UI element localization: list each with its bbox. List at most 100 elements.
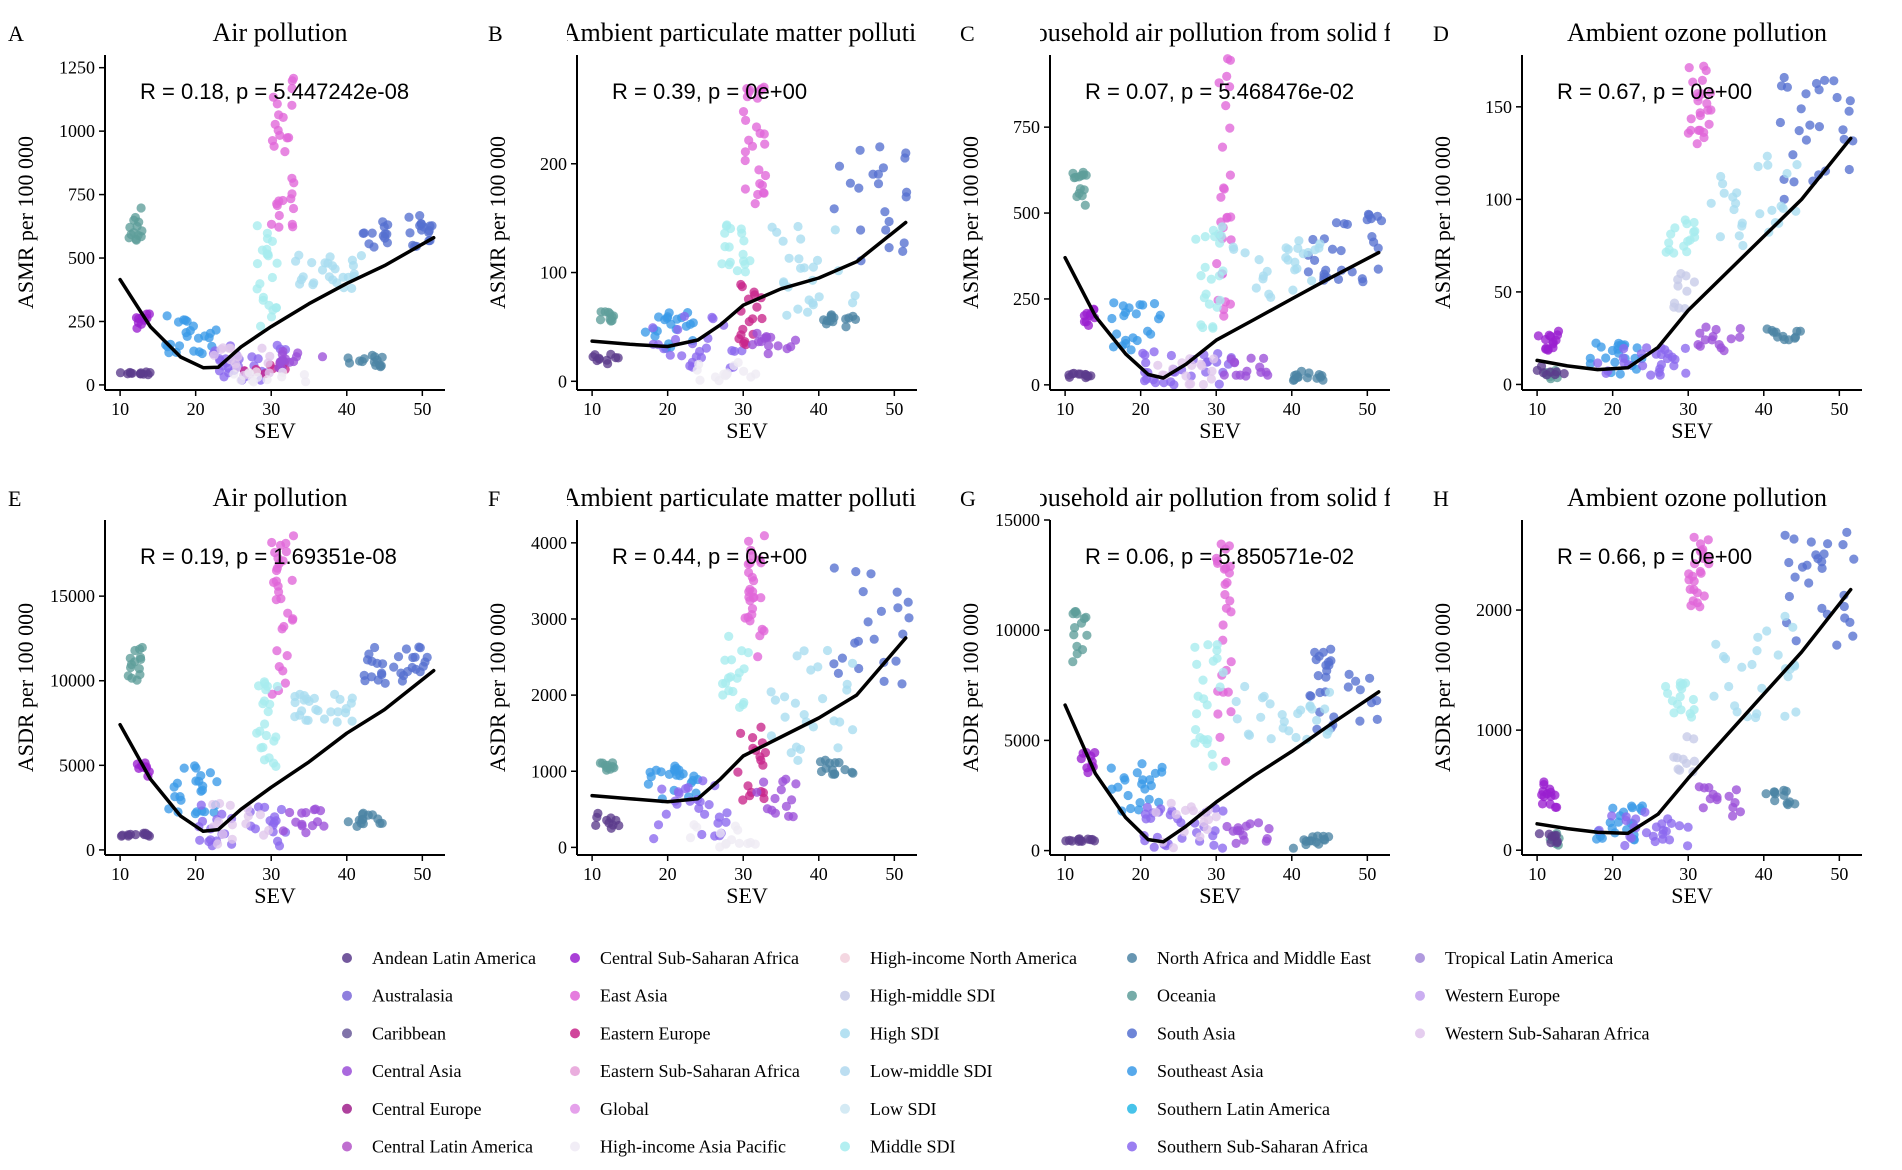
- data-point: [733, 767, 743, 777]
- data-point: [1689, 585, 1699, 595]
- data-point: [791, 779, 801, 789]
- data-point: [126, 368, 136, 378]
- data-point: [778, 236, 788, 246]
- data-point: [196, 771, 206, 781]
- data-point: [1077, 170, 1087, 181]
- data-point: [268, 305, 278, 315]
- data-point: [718, 690, 728, 700]
- data-point: [741, 115, 751, 125]
- y-tick-label: 0: [558, 837, 567, 857]
- data-point: [784, 253, 794, 263]
- data-point: [829, 659, 839, 669]
- data-point: [288, 531, 299, 541]
- legend-label: Middle SDI: [870, 1137, 956, 1157]
- data-point: [1669, 708, 1679, 718]
- data-point: [1626, 833, 1636, 843]
- y-tick-label: 15000: [995, 510, 1040, 530]
- data-point: [1779, 790, 1789, 801]
- data-point: [759, 626, 769, 636]
- data-point: [1262, 834, 1272, 844]
- data-point: [1213, 558, 1223, 569]
- y-tick-label: 100: [1485, 189, 1512, 209]
- data-point: [1592, 834, 1602, 844]
- data-point: [1146, 813, 1156, 824]
- data-point: [1225, 55, 1235, 65]
- data-point: [724, 242, 734, 252]
- data-point: [1372, 696, 1382, 706]
- data-point: [692, 822, 702, 832]
- data-point: [407, 662, 417, 673]
- data-point: [327, 261, 338, 271]
- data-point: [1791, 636, 1801, 646]
- data-point: [326, 707, 336, 717]
- data-point: [349, 269, 359, 279]
- data-point: [1121, 335, 1131, 345]
- data-point: [848, 768, 858, 778]
- x-tick-label: 10: [1056, 399, 1074, 419]
- data-point: [1144, 794, 1154, 805]
- data-point: [144, 309, 154, 319]
- data-point: [1217, 142, 1228, 152]
- data-point: [793, 304, 803, 314]
- data-point: [736, 728, 746, 739]
- data-point: [742, 84, 752, 94]
- data-point: [814, 292, 824, 302]
- data-point: [764, 341, 774, 351]
- data-point: [1226, 707, 1236, 717]
- data-point: [333, 707, 343, 717]
- data-point: [1118, 301, 1128, 311]
- data-point: [197, 816, 208, 827]
- data-point: [721, 817, 731, 827]
- data-point: [1752, 646, 1762, 656]
- fit-curve: [118, 235, 436, 370]
- y-tick-label: 4000: [531, 533, 567, 553]
- y-axis-title: ASMR per 100 000: [1430, 136, 1455, 309]
- data-point: [205, 328, 215, 338]
- data-point: [1762, 626, 1772, 636]
- legend-swatch: [1127, 990, 1137, 1001]
- data-point: [695, 375, 705, 385]
- legend-item: High SDI: [840, 1023, 940, 1043]
- data-point: [1225, 596, 1235, 606]
- data-point: [1690, 226, 1700, 236]
- data-point: [1703, 535, 1713, 545]
- data-point: [740, 155, 750, 166]
- y-tick-label: 150: [1485, 97, 1512, 117]
- legend-label: Central Asia: [372, 1061, 461, 1081]
- data-point: [422, 652, 432, 663]
- data-point: [665, 350, 675, 360]
- data-point: [1217, 222, 1227, 232]
- x-tick-label: 40: [338, 864, 356, 884]
- data-point: [290, 697, 300, 708]
- data-point: [272, 646, 282, 656]
- data-point: [205, 768, 215, 778]
- data-point: [856, 225, 866, 235]
- data-point: [252, 259, 263, 269]
- data-point: [1302, 373, 1312, 383]
- legend-label: Southern Sub-Saharan Africa: [1157, 1137, 1368, 1157]
- data-point: [1845, 96, 1855, 106]
- data-point: [591, 820, 601, 831]
- data-point: [278, 346, 288, 356]
- data-point: [299, 691, 309, 701]
- data-point: [1131, 309, 1141, 319]
- data-point: [700, 809, 710, 819]
- x-axis-title: SEV: [726, 883, 768, 908]
- data-point: [1608, 803, 1618, 813]
- data-point: [899, 238, 909, 248]
- data-point: [1679, 241, 1689, 251]
- data-point: [244, 368, 254, 378]
- data-point: [332, 717, 342, 727]
- legend-swatch: [342, 1028, 352, 1039]
- panel-letter: E: [8, 486, 21, 511]
- data-point: [1699, 61, 1709, 71]
- x-tick-label: 50: [1830, 399, 1848, 419]
- data-point: [1159, 378, 1169, 388]
- data-point: [761, 332, 772, 342]
- data-point: [1203, 815, 1214, 825]
- data-point: [1064, 835, 1075, 846]
- data-point: [1089, 836, 1100, 846]
- data-point: [127, 673, 137, 683]
- data-point: [1215, 682, 1225, 692]
